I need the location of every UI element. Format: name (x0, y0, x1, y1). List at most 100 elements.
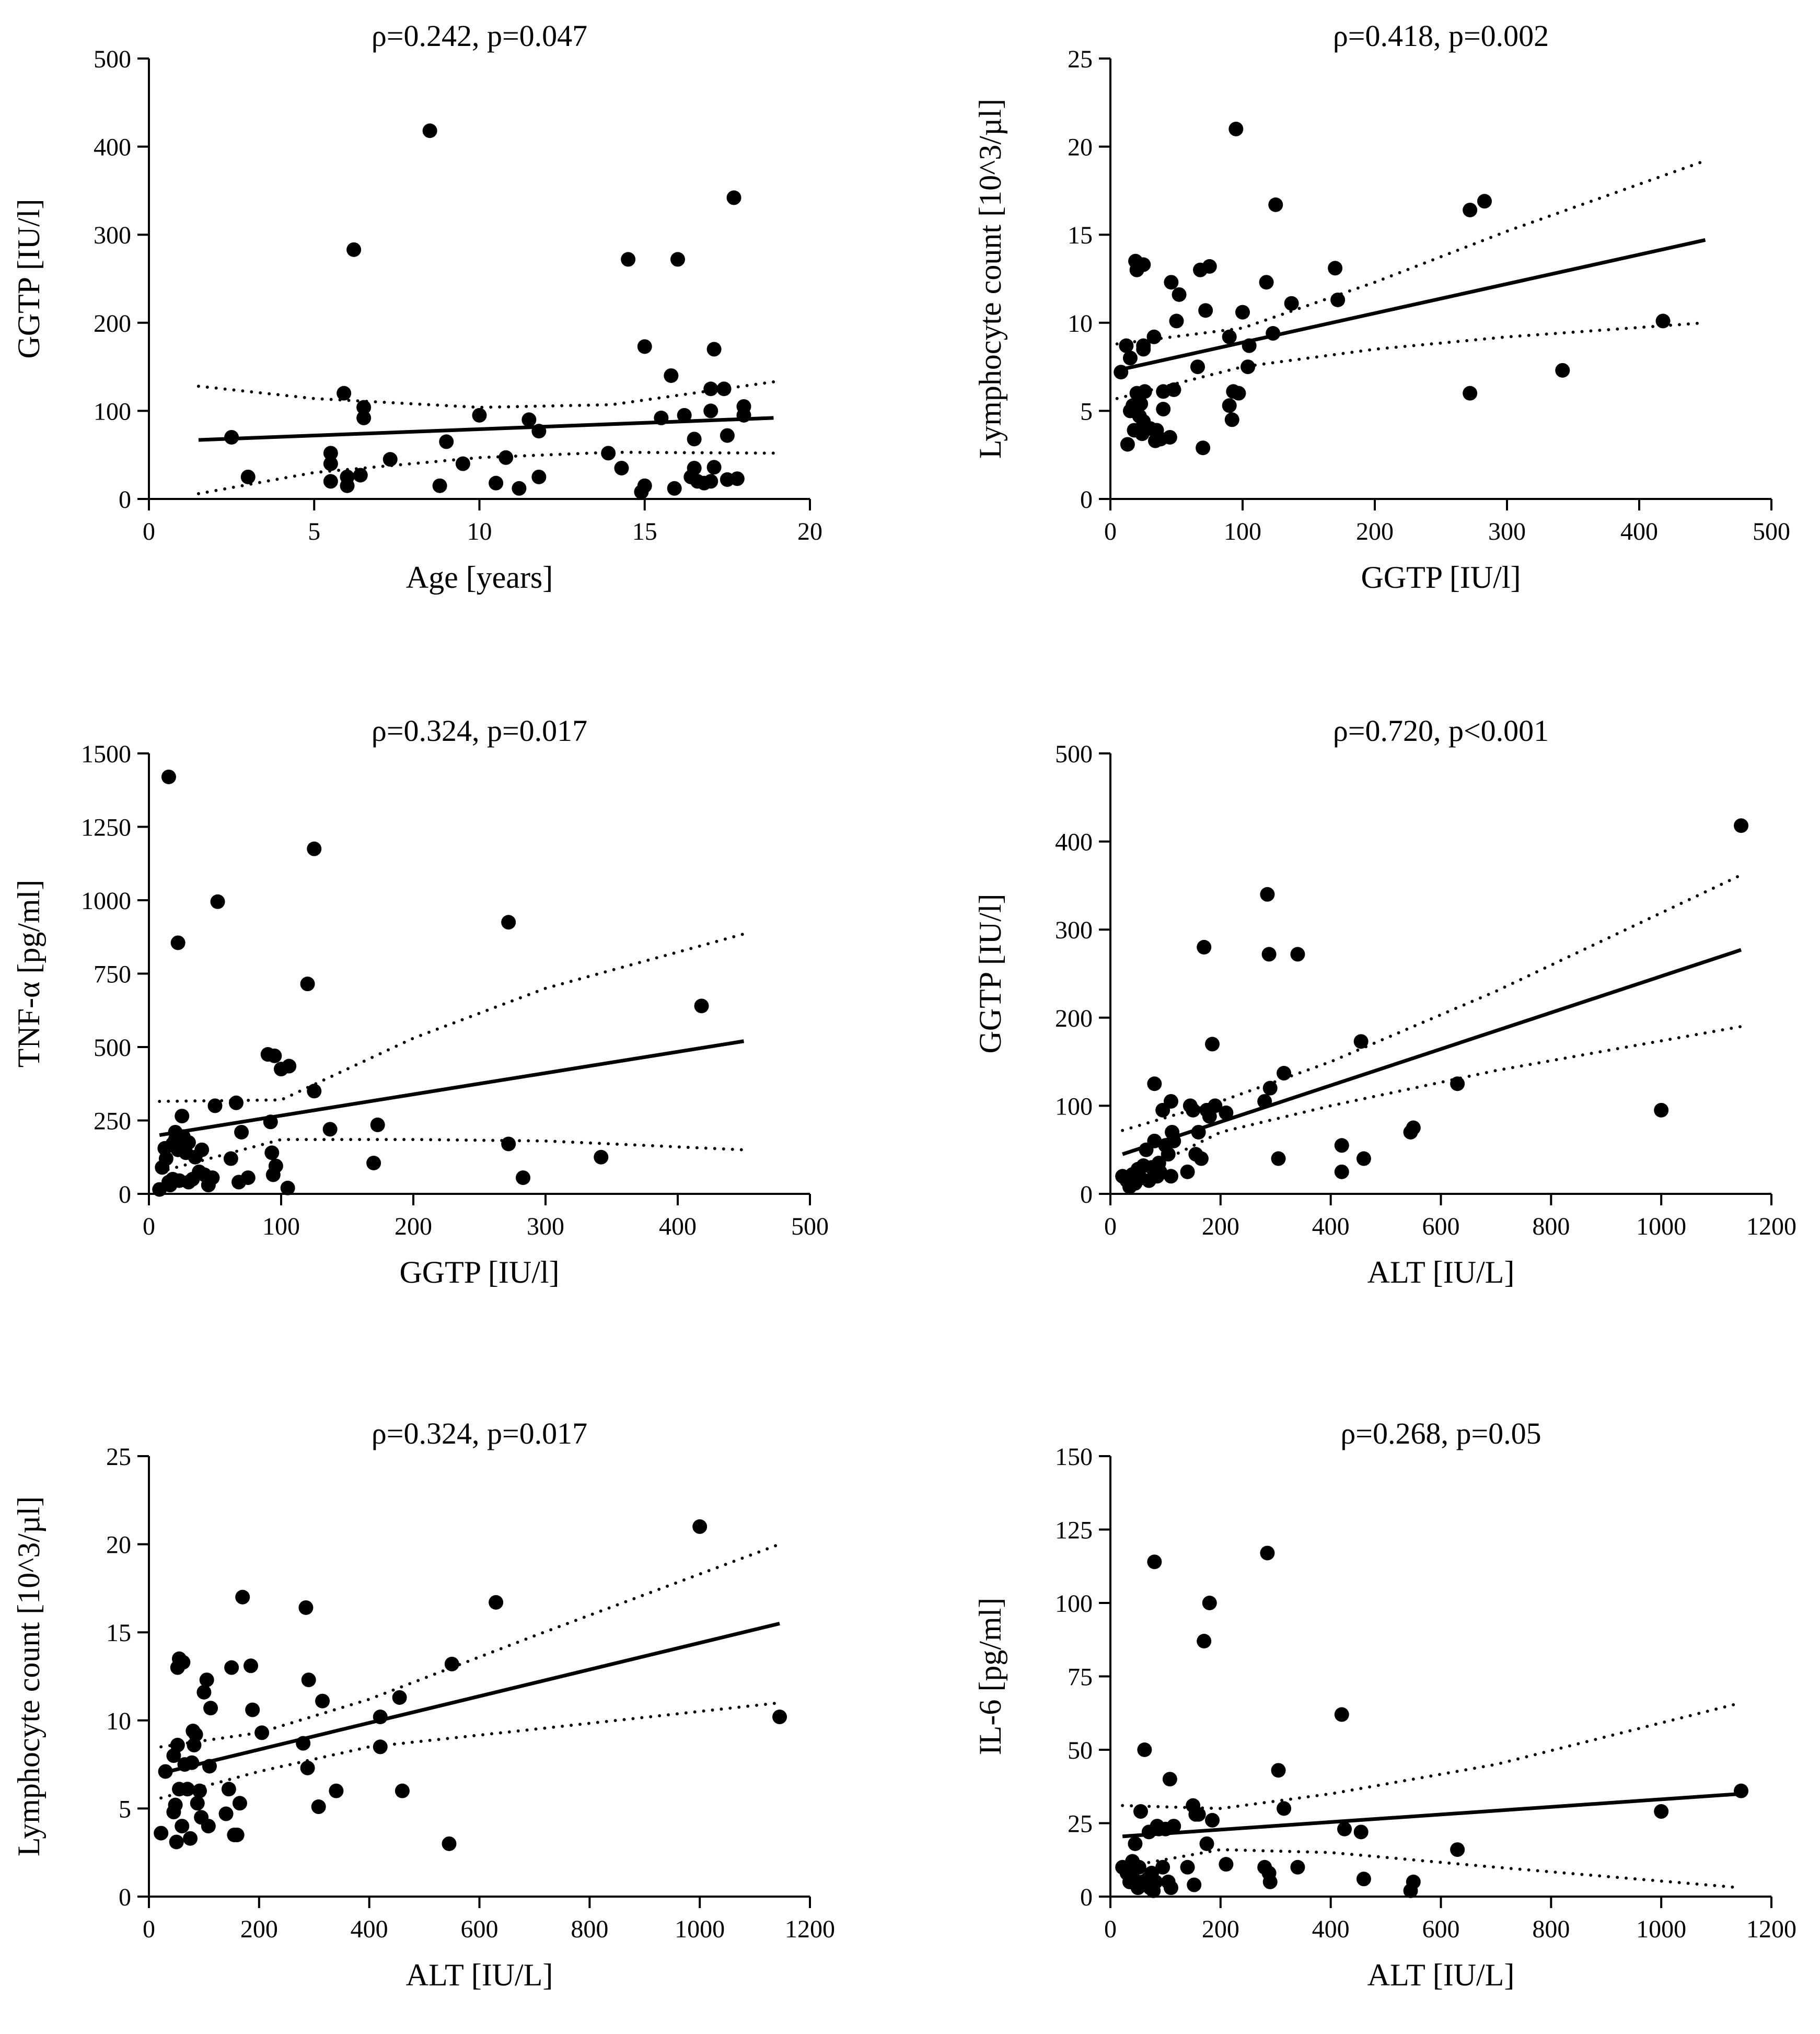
data-point (1734, 1783, 1749, 1798)
data-point (307, 1084, 322, 1099)
data-point (692, 1519, 708, 1534)
data-point (1654, 1102, 1669, 1118)
x-tick-label: 1000 (1636, 1213, 1686, 1240)
y-tick-label: 200 (1055, 1005, 1093, 1032)
y-axis-label: GGTP [IU/l] (11, 199, 46, 358)
y-tick-label: 0 (119, 486, 131, 514)
ci-lower-line (158, 1138, 746, 1173)
data-point (373, 1739, 388, 1754)
data-point (1356, 1872, 1371, 1887)
data-point (1353, 1034, 1369, 1049)
x-tick-label: 0 (1104, 1915, 1117, 1943)
y-tick-label: 10 (1068, 310, 1093, 338)
data-point (1198, 303, 1213, 318)
data-point (772, 1710, 787, 1725)
data-point (472, 408, 487, 423)
data-point (1450, 1842, 1465, 1857)
data-point (280, 1180, 295, 1195)
data-point (218, 1806, 234, 1821)
y-axis-label: Lymphocyte count [10^3/µl] (11, 1496, 46, 1856)
data-point (175, 1819, 190, 1834)
x-tick-label: 200 (1202, 1213, 1239, 1240)
regression-line (160, 1621, 780, 1775)
data-point (1122, 351, 1138, 366)
y-tick-label: 100 (94, 398, 131, 425)
data-point (637, 478, 652, 493)
data-point (594, 1149, 609, 1165)
x-tick-label: 600 (1422, 1213, 1460, 1240)
data-point (1734, 818, 1749, 833)
data-point (1290, 947, 1305, 962)
data-point (1202, 1596, 1217, 1610)
data-point (1477, 194, 1492, 209)
data-point (1152, 1164, 1167, 1179)
chart-title: ρ=0.324, p=0.017 (372, 714, 587, 748)
ci-lower-line (1115, 321, 1707, 400)
data-point (199, 1672, 214, 1688)
data-point (1180, 1164, 1195, 1179)
data-point (687, 432, 702, 447)
data-point (263, 1114, 278, 1130)
data-point (244, 1658, 259, 1673)
data-point (1193, 1151, 1209, 1166)
ci-upper-line (159, 1542, 781, 1749)
data-point (1334, 1707, 1349, 1722)
y-axis-label: TNF-α [pg/ml] (11, 880, 46, 1068)
data-point (1277, 1066, 1292, 1081)
x-tick-label: 0 (1104, 1213, 1117, 1240)
data-point (300, 1760, 315, 1775)
y-tick-label: 200 (94, 310, 131, 338)
data-point (1262, 1874, 1278, 1889)
data-point (501, 915, 516, 930)
data-point (1148, 1874, 1163, 1889)
y-tick-label: 5 (119, 1795, 131, 1823)
y-tick-label: 75 (1068, 1664, 1093, 1691)
data-point (1162, 429, 1177, 445)
data-point (1262, 1080, 1278, 1096)
y-tick-label: 400 (1055, 829, 1093, 856)
data-point (183, 1831, 198, 1846)
data-point (720, 428, 735, 443)
data-point (228, 1095, 244, 1110)
y-tick-label: 0 (119, 1181, 131, 1208)
data-point (1334, 1164, 1349, 1179)
data-point (395, 1783, 410, 1798)
data-point (531, 469, 547, 484)
data-point (432, 478, 447, 493)
data-point (1114, 365, 1129, 380)
data-point (687, 460, 702, 475)
y-tick-label: 1000 (81, 887, 131, 915)
x-tick-label: 200 (395, 1213, 432, 1240)
data-point (1191, 1124, 1206, 1140)
data-point (1205, 1812, 1220, 1828)
data-point (422, 123, 437, 138)
y-tick-label: 20 (1068, 134, 1093, 161)
y-tick-label: 500 (94, 1034, 131, 1062)
data-point (1128, 1836, 1143, 1851)
data-point (736, 399, 751, 414)
x-tick-label: 800 (1532, 1915, 1570, 1943)
data-point (1266, 326, 1281, 341)
data-point (205, 1170, 220, 1185)
data-point (296, 1736, 311, 1751)
data-point (337, 386, 352, 401)
data-point (455, 456, 470, 471)
data-point (346, 242, 362, 257)
data-point (169, 1834, 184, 1850)
data-point (1199, 1836, 1214, 1851)
y-tick-label: 500 (94, 45, 131, 73)
data-point (706, 342, 722, 357)
x-tick-label: 200 (1356, 518, 1394, 545)
data-point (340, 469, 355, 484)
data-point (229, 1827, 245, 1842)
data-point (323, 474, 338, 489)
data-point (307, 841, 322, 856)
data-point (716, 381, 732, 397)
data-point (392, 1690, 407, 1705)
data-point (245, 1702, 260, 1717)
data-point (170, 935, 186, 950)
x-tick-label: 0 (143, 1213, 155, 1240)
data-point (232, 1796, 247, 1811)
x-tick-label: 200 (240, 1915, 278, 1943)
data-point (1147, 1076, 1162, 1091)
